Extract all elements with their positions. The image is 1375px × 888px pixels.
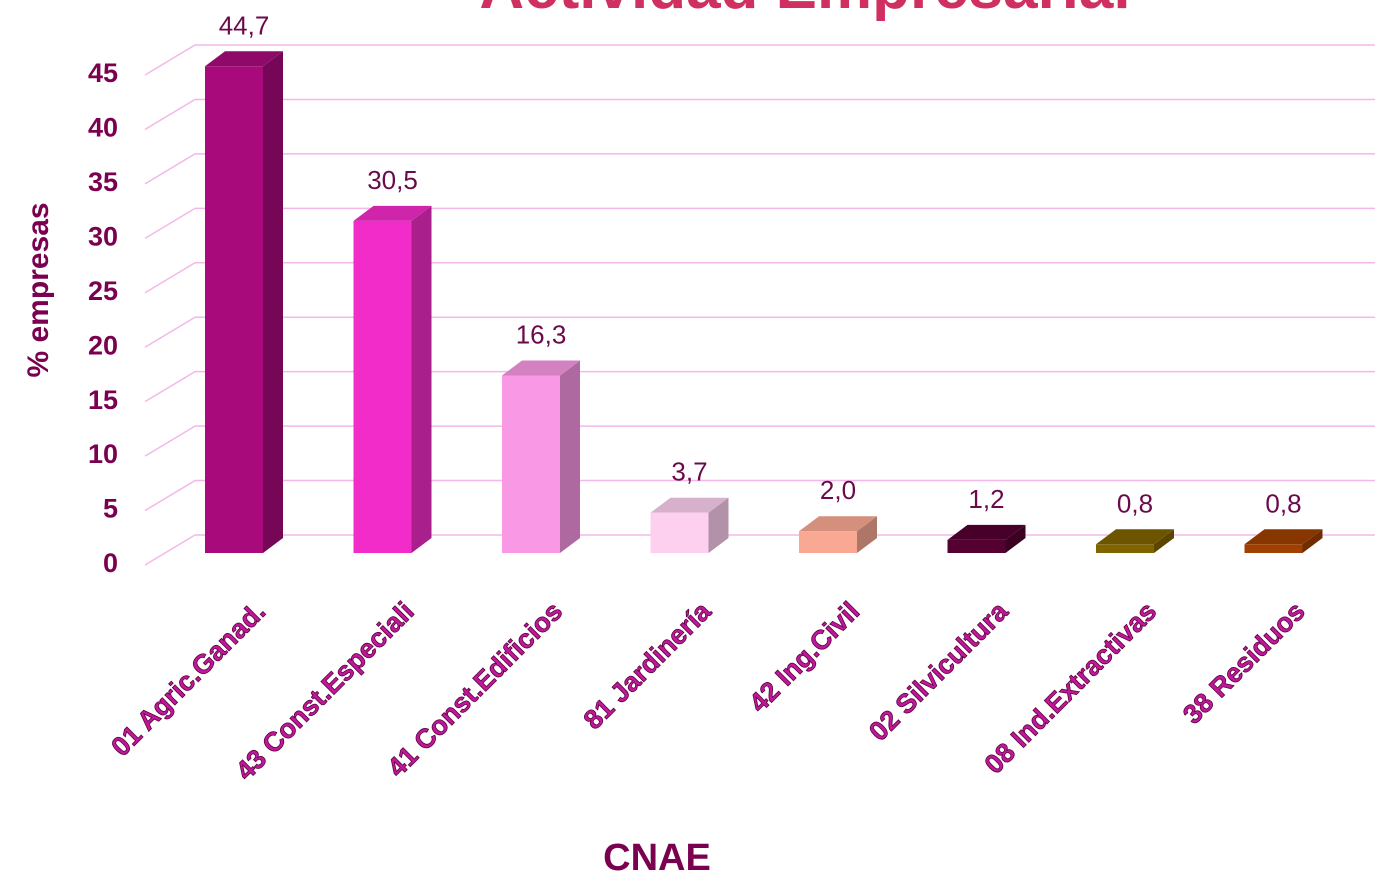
y-tick-label: 10	[88, 439, 118, 469]
bar-side	[1005, 524, 1026, 553]
grid-line	[144, 262, 1375, 294]
bar-top	[353, 205, 432, 221]
bar-top	[1244, 529, 1323, 545]
bar-top	[502, 360, 580, 376]
y-tick-label: 5	[103, 494, 118, 524]
bar-side	[263, 51, 283, 554]
bar	[947, 539, 1006, 553]
bar-top	[947, 524, 1026, 540]
bar	[353, 220, 412, 553]
bar	[502, 375, 560, 553]
value-label: 2,0	[820, 475, 856, 505]
y-tick-label: 45	[88, 58, 118, 88]
y-tick-label: 0	[103, 548, 118, 578]
y-tick-label: 20	[88, 330, 118, 360]
x-tick-label: 02 Silvicultura	[863, 595, 1014, 746]
bar-top	[799, 516, 877, 532]
value-label: 0,8	[1265, 488, 1301, 518]
grid-line	[144, 153, 1375, 185]
bar-side	[1154, 529, 1174, 553]
bar	[799, 531, 857, 553]
value-label: 3,7	[671, 457, 707, 487]
x-axis-label: CNAE	[603, 837, 711, 879]
bar-top	[205, 51, 283, 67]
x-tick-label: 42 Ing.Civil	[743, 596, 865, 718]
value-label: 44,7	[219, 10, 270, 40]
x-tick-label: 01 Agric.Ganad.	[105, 596, 271, 762]
y-tick-label: 40	[88, 113, 118, 143]
value-label: 0,8	[1117, 488, 1153, 518]
value-label: 1,2	[968, 484, 1004, 514]
bar-side	[857, 516, 877, 553]
y-tick-label: 35	[88, 167, 118, 197]
grid-line	[144, 98, 1375, 131]
bar-top	[1096, 529, 1174, 545]
y-tick-label: 15	[88, 385, 118, 415]
grid-line	[144, 316, 1375, 348]
grid-line	[144, 534, 1375, 566]
value-label: 16,3	[516, 320, 567, 350]
bar-side	[560, 360, 580, 553]
chart-title: Actividad Empresarial	[479, 0, 1130, 22]
y-axis-label: % empresas	[22, 202, 55, 377]
grid-line	[144, 479, 1375, 512]
y-tick-label: 30	[88, 221, 118, 251]
bar	[650, 512, 709, 553]
grid-line	[144, 425, 1375, 457]
bar	[205, 66, 263, 554]
x-tick-label: 81 Jardinería	[578, 595, 718, 735]
bar-side	[708, 497, 729, 553]
bar	[1244, 544, 1303, 553]
grid-line	[144, 44, 1375, 76]
grid-line	[144, 207, 1375, 239]
value-label: 30,5	[367, 165, 418, 195]
y-tick-label: 25	[88, 276, 118, 306]
bar	[1096, 544, 1154, 553]
bar-side	[1302, 529, 1323, 553]
grid-line	[144, 370, 1375, 403]
bar-side	[411, 205, 432, 553]
bar-top	[650, 497, 729, 513]
x-tick-label: 38 Residuos	[1177, 596, 1311, 730]
